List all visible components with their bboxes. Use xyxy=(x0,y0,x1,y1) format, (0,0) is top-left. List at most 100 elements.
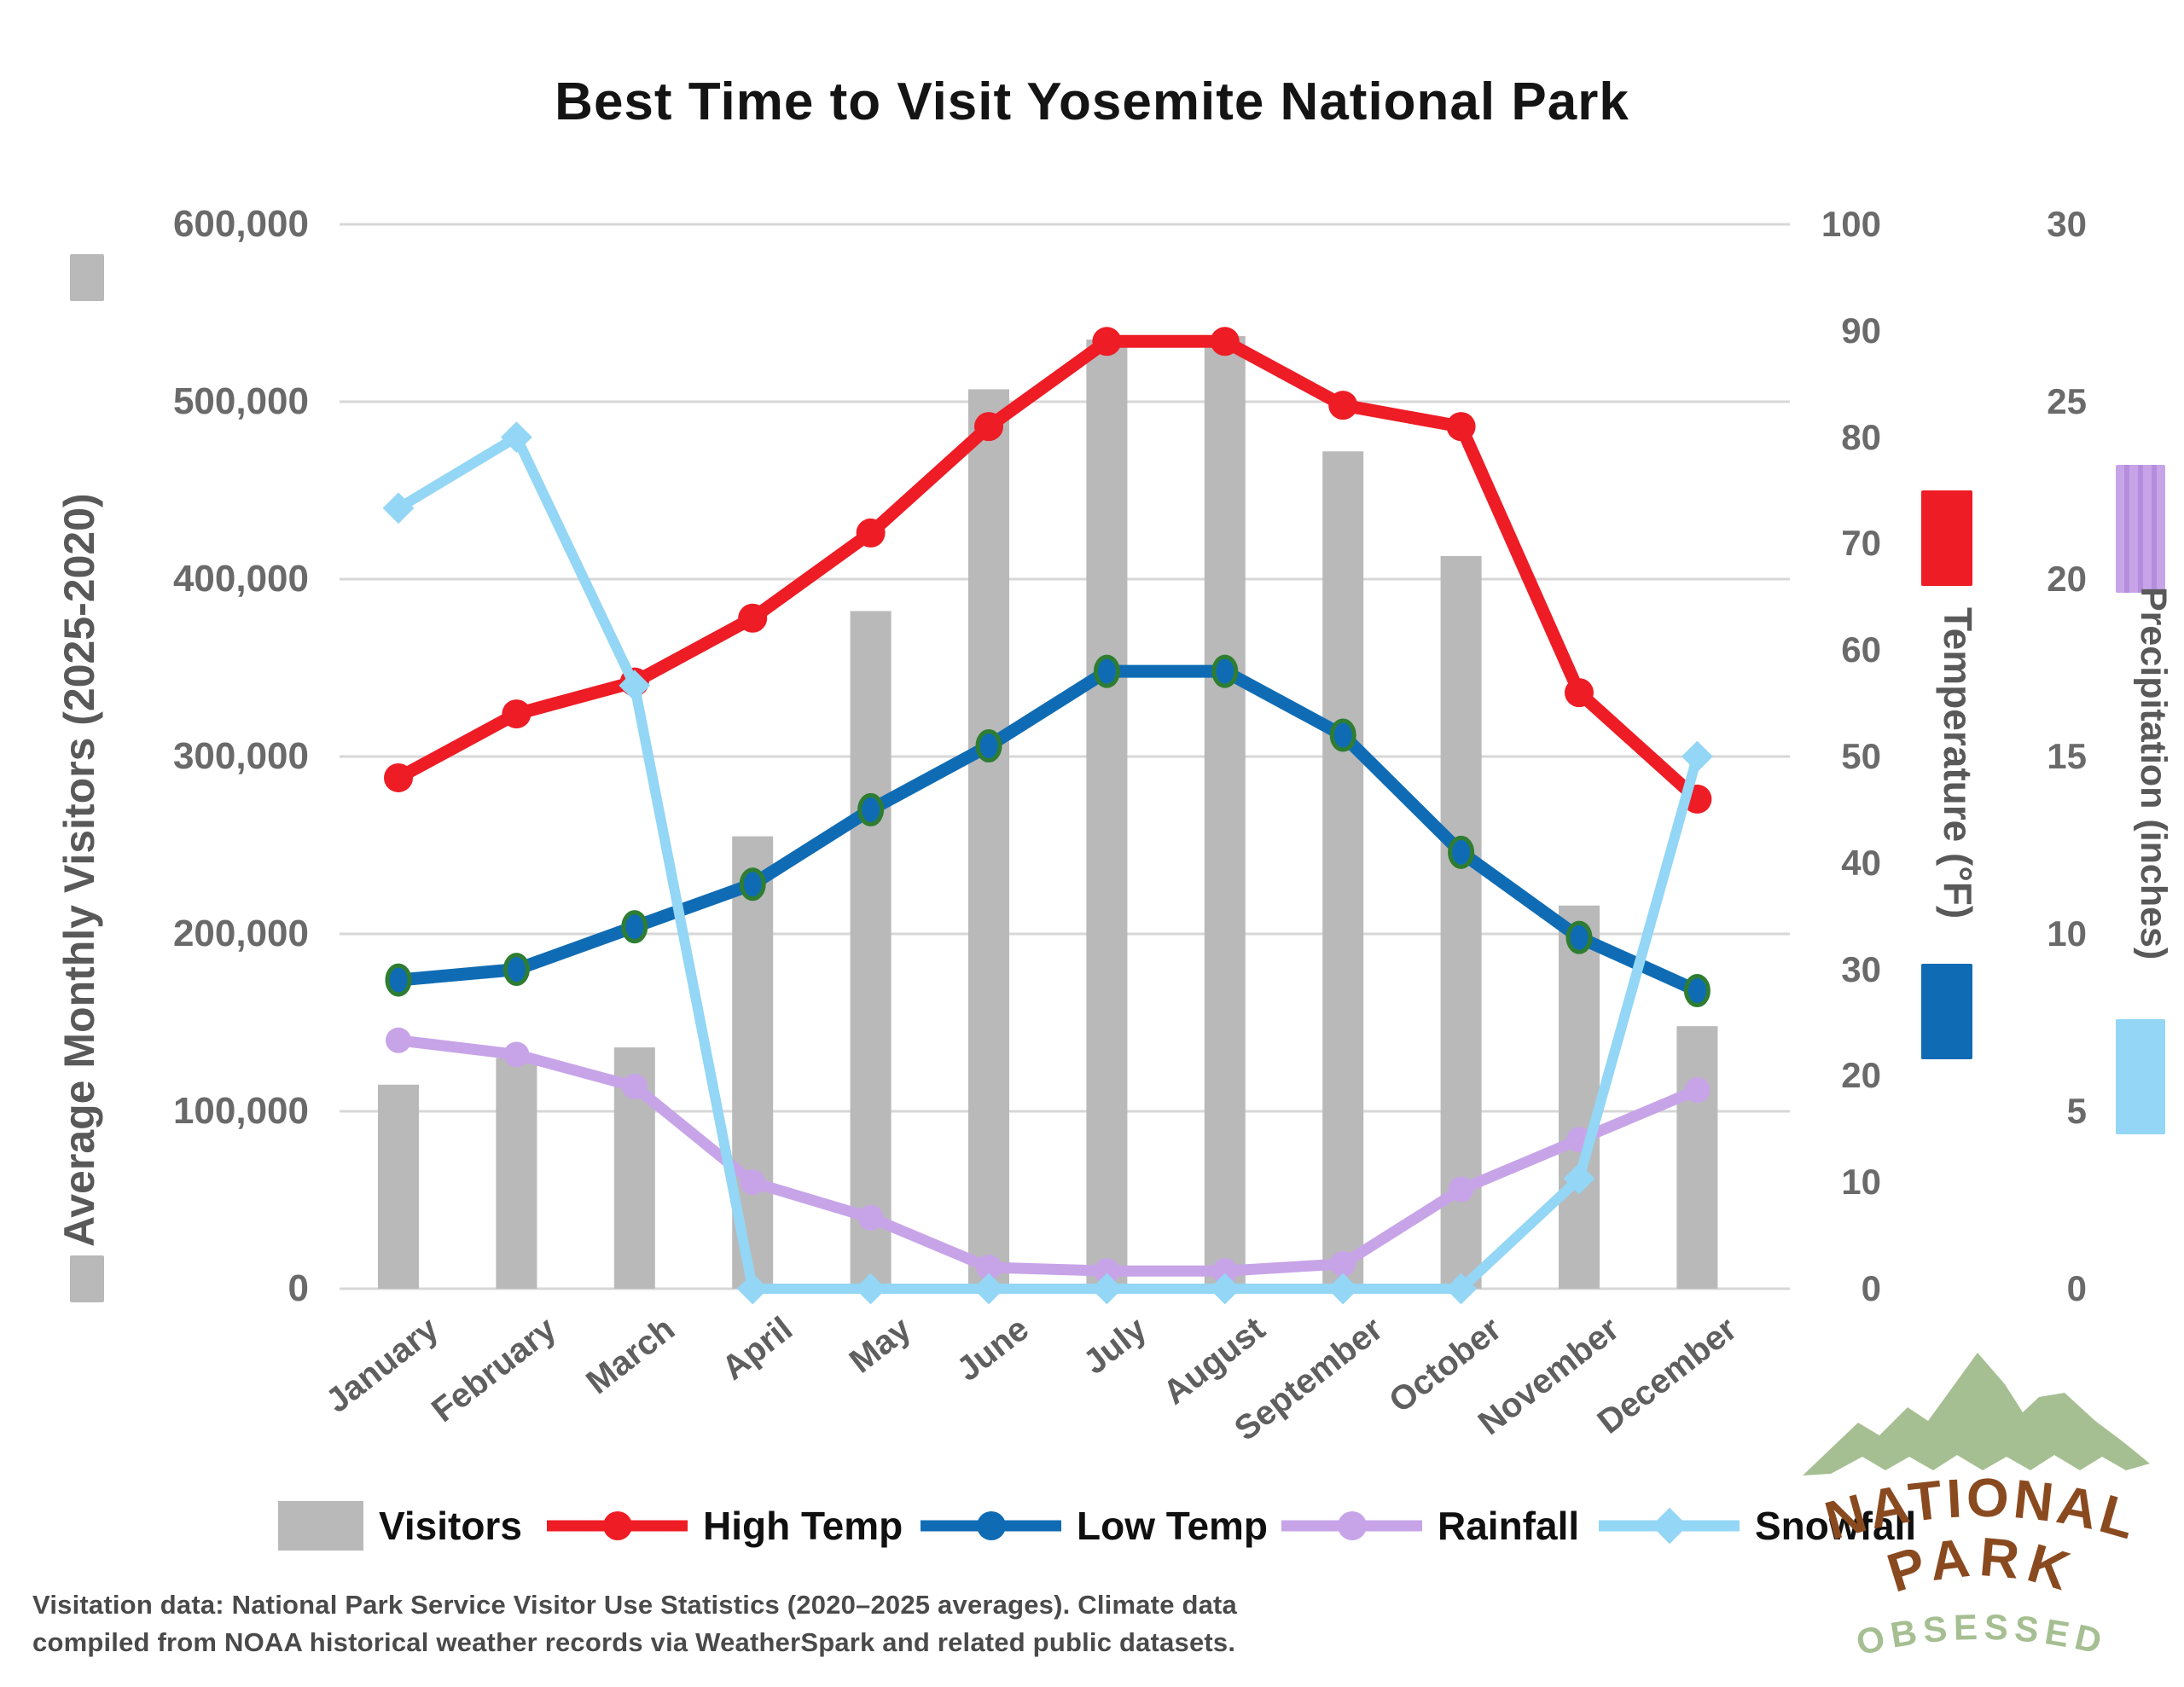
low-temp-point-june xyxy=(975,729,1002,763)
source-note-line-1: Visitation data: National Park Service V… xyxy=(32,1590,1237,1620)
snowfall-point-july xyxy=(1091,1272,1123,1305)
rainfall-point-august xyxy=(1211,1258,1238,1284)
temperature-tick-90: 90 xyxy=(1841,310,1881,351)
logo-text-obsessed: OBSESSED xyxy=(1852,1607,2111,1663)
snowfall-point-june xyxy=(973,1272,1005,1305)
bar-january xyxy=(378,1084,419,1289)
legend-label-visitors: Visitors xyxy=(379,1504,522,1548)
temperature-tick-20: 20 xyxy=(1841,1055,1881,1096)
visitors-tick-600000: 600,000 xyxy=(172,203,309,245)
temperature-tick-70: 70 xyxy=(1841,523,1881,564)
legend-item-high-temp: High Temp xyxy=(547,1499,903,1552)
temperature-tick-30: 30 xyxy=(1841,948,1881,989)
snowfall-line xyxy=(382,421,1713,1305)
temperature-axis-title: Temperature (°F) xyxy=(1936,607,1980,919)
snowfall-point-april xyxy=(736,1272,769,1305)
snowfall-point-december xyxy=(1682,740,1713,773)
precipitation-tick-15: 15 xyxy=(2047,736,2087,776)
low-temp-point-november xyxy=(1565,920,1593,954)
temperature-tick-50: 50 xyxy=(1841,736,1881,776)
high-temp-point-june xyxy=(974,412,1003,442)
precipitation-tick-25: 25 xyxy=(2047,381,2087,421)
legend-item-rainfall: Rainfall xyxy=(1281,1499,1579,1552)
precipitation-tick-20: 20 xyxy=(2047,559,2087,599)
rainfall-point-april xyxy=(740,1169,766,1196)
rainfall-point-december xyxy=(1684,1077,1711,1104)
rainfall-point-may xyxy=(857,1204,884,1231)
rainfall-point-june xyxy=(976,1255,1002,1281)
low-temp-point-july xyxy=(1093,654,1120,688)
legend-diamond-marker xyxy=(1599,1501,1740,1551)
low-temp-point-march xyxy=(621,910,648,944)
legend-circle-marker xyxy=(547,1501,688,1551)
temperature-tick-80: 80 xyxy=(1841,416,1881,457)
high-temp-point-september xyxy=(1328,391,1358,420)
snowfall-point-august xyxy=(1209,1272,1241,1305)
rainfall-point-july xyxy=(1094,1258,1120,1284)
high-temp-point-april xyxy=(738,603,768,633)
legend-item-low-temp: Low Temp xyxy=(921,1499,1268,1552)
visitors-bars xyxy=(378,336,1718,1290)
precipitation-tick-10: 10 xyxy=(2047,913,2087,954)
rainfall-point-january xyxy=(386,1027,411,1053)
low-temp-swatch xyxy=(1921,964,1972,1059)
visitors-tick-200000: 200,000 xyxy=(172,913,309,954)
visitors-tick-100000: 100,000 xyxy=(172,1090,309,1132)
snowfall-swatch xyxy=(2116,1019,2165,1134)
legend-item-snowfall: Snowfall xyxy=(1599,1499,1916,1552)
bar-december xyxy=(1676,1026,1718,1289)
low-temp-point-october xyxy=(1448,835,1475,869)
bar-november xyxy=(1559,905,1600,1289)
low-temp-point-january xyxy=(385,963,412,997)
temperature-tick-60: 60 xyxy=(1841,629,1881,670)
legend-bar-swatch xyxy=(278,1501,363,1551)
visitors-tick-500000: 500,000 xyxy=(172,380,309,422)
legend-label-high-temp: High Temp xyxy=(703,1504,903,1548)
high-temp-point-november xyxy=(1565,678,1594,708)
rainfall-point-february xyxy=(503,1041,530,1068)
low-temp-point-may xyxy=(857,792,885,826)
low-temp-point-december xyxy=(1683,974,1711,1008)
visitors-tick-0: 0 xyxy=(288,1267,309,1309)
precipitation-tick-0: 0 xyxy=(2066,1268,2087,1308)
low-temp-line xyxy=(385,654,1711,1008)
bar-june xyxy=(968,389,1009,1290)
rainfall-swatch xyxy=(2116,465,2165,593)
rainfall-point-september xyxy=(1330,1250,1356,1277)
bar-september xyxy=(1322,451,1364,1289)
high-temp-point-february xyxy=(502,699,531,729)
chart-title: Best Time to Visit Yosemite National Par… xyxy=(555,72,1629,131)
high-temp-point-january xyxy=(384,762,413,792)
visitors-axis-title: Average Monthly Visitors (2025-2020) xyxy=(55,493,103,1247)
snowfall-point-january xyxy=(382,492,415,525)
high-temp-point-october xyxy=(1446,412,1476,442)
legend-circle-marker xyxy=(1281,1501,1422,1551)
precipitation-tick-30: 30 xyxy=(2047,204,2087,244)
bar-february xyxy=(496,1058,537,1289)
snowfall-point-september xyxy=(1327,1272,1359,1305)
temperature-tick-0: 0 xyxy=(1861,1268,1881,1308)
legend-item-visitors: Visitors xyxy=(278,1499,522,1552)
rainfall-line xyxy=(386,1027,1711,1284)
temperature-tick-10: 10 xyxy=(1841,1162,1881,1203)
visitors-tick-400000: 400,000 xyxy=(172,558,309,600)
bar-may xyxy=(850,611,892,1289)
snowfall-point-october xyxy=(1445,1272,1477,1305)
high-temp-point-may xyxy=(856,518,886,548)
legend-circle-marker xyxy=(921,1501,1061,1551)
temperature-tick-40: 40 xyxy=(1841,842,1881,883)
high-temp-point-august xyxy=(1210,327,1240,357)
low-temp-point-september xyxy=(1329,718,1356,752)
bar-august xyxy=(1204,336,1246,1289)
bar-july xyxy=(1086,339,1128,1290)
visitors-tick-300000: 300,000 xyxy=(172,735,309,777)
low-temp-point-august xyxy=(1211,654,1239,688)
high-temp-point-july xyxy=(1092,327,1122,357)
temperature-tick-100: 100 xyxy=(1821,204,1881,244)
legend-label-snowfall: Snowfall xyxy=(1755,1504,1917,1548)
high-temp-swatch xyxy=(1921,490,1972,586)
legend-label-low-temp: Low Temp xyxy=(1077,1504,1269,1548)
snowfall-point-february xyxy=(501,421,532,453)
